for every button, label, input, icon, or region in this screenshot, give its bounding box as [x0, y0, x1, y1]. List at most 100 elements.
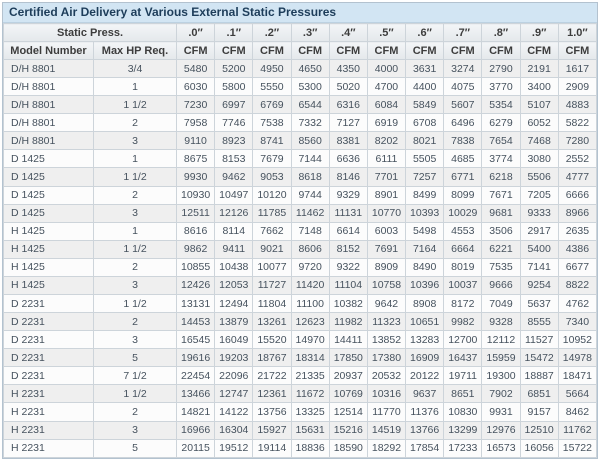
cfm-value-cell: 14821 — [176, 402, 216, 422]
cfm-value-cell: 5505 — [405, 149, 445, 169]
cfm-value-cell: 4700 — [366, 77, 407, 97]
cfm-value-cell: 15631 — [290, 420, 330, 440]
cfm-value-cell: 5020 — [328, 77, 368, 97]
cfm-value-cell: 7144 — [290, 149, 330, 169]
air-delivery-table: Static Press. .0″ .1″ .2″ .3″ .4″ .5″ .6″ .7″ .8… — [2, 23, 598, 459]
pressure-column-header: .8″ — [481, 23, 521, 42]
max-hp-cell: 3 — [92, 330, 178, 350]
cfm-value-cell: 12112 — [481, 330, 521, 350]
cfm-value-cell: 5664 — [557, 384, 598, 404]
model-number-cell: D 1425 — [3, 149, 94, 169]
model-number-cell: H 1425 — [3, 257, 94, 277]
max-hp-cell: 1 — [92, 149, 178, 169]
cfm-value-cell: 14978 — [557, 348, 598, 368]
cfm-value-cell: 6636 — [328, 149, 368, 169]
cfm-value-cell: 15959 — [481, 348, 521, 368]
cfm-value-cell: 11762 — [557, 420, 598, 440]
cfm-value-cell: 13261 — [252, 312, 292, 332]
static-press-header: Static Press. — [2, 23, 178, 42]
cfm-value-cell: 19300 — [481, 366, 521, 386]
cfm-value-cell: 9642 — [366, 294, 407, 314]
cfm-value-cell: 6769 — [252, 95, 292, 115]
cfm-value-cell: 7535 — [481, 257, 521, 277]
cfm-value-cell: 3274 — [443, 58, 483, 79]
cfm-value-cell: 7332 — [290, 113, 330, 133]
cfm-value-cell: 7701 — [366, 167, 407, 187]
pressure-column-header: .7″ — [443, 23, 483, 42]
cfm-value-cell: 6614 — [328, 221, 368, 241]
cfm-value-cell: 7746 — [214, 113, 254, 133]
table-row: D 2231 5 19616 19203 18767 18314 17850 17380 169… — [3, 348, 598, 368]
cfm-value-cell: 19616 — [176, 348, 216, 368]
cfm-value-cell: 7164 — [405, 239, 445, 259]
cfm-value-cell: 5822 — [557, 113, 598, 133]
cfm-value-cell: 16966 — [176, 420, 216, 440]
cfm-value-cell: 5107 — [519, 95, 559, 115]
cfm-value-cell: 9681 — [481, 203, 521, 223]
cfm-value-cell: 11770 — [366, 402, 407, 422]
pressure-column-header: .1″ — [214, 23, 254, 42]
cfm-value-cell: 5550 — [252, 77, 292, 97]
cfm-value-cell: 7230 — [176, 95, 216, 115]
cfm-value-cell: 16049 — [214, 330, 254, 350]
cfm-value-cell: 8909 — [366, 257, 407, 277]
cfm-value-cell: 8172 — [443, 294, 483, 314]
cfm-value-cell: 19114 — [252, 438, 292, 459]
cfm-value-cell: 9021 — [252, 239, 292, 259]
cfm-value-cell: 12426 — [176, 275, 216, 296]
cfm-value-cell: 10830 — [443, 402, 483, 422]
cfm-value-cell: 16056 — [519, 438, 559, 459]
table-row: D 2231 7 1/2 22454 22096 21722 21335 20937 2053… — [3, 366, 598, 386]
cfm-value-cell: 13299 — [443, 420, 483, 440]
cfm-value-cell: 17380 — [366, 348, 407, 368]
table-row: D 1425 1 1/2 9930 9462 9053 8618 8146 7701 7257 6… — [3, 167, 598, 187]
model-number-cell: D 1425 — [3, 203, 94, 223]
cfm-value-cell: 16545 — [176, 330, 216, 350]
table-row: H 1425 1 1/2 9862 9411 9021 8606 8152 7691 7164 6… — [3, 239, 598, 259]
cfm-value-cell: 10077 — [252, 257, 292, 277]
cfm-value-cell: 20122 — [405, 366, 445, 386]
cfm-value-cell: 11131 — [328, 203, 368, 223]
model-number-cell: D/H 8801 — [3, 77, 94, 97]
cfm-value-cell: 10651 — [405, 312, 445, 332]
cfm-value-cell: 12747 — [214, 384, 254, 404]
cfm-value-cell: 11727 — [252, 275, 292, 296]
cfm-value-cell: 9637 — [405, 384, 445, 404]
cfm-value-cell: 3774 — [481, 149, 521, 169]
max-hp-cell: 7 1/2 — [92, 366, 178, 386]
cfm-value-cell: 14122 — [214, 402, 254, 422]
panel-title: Certified Air Delivery at Various Extern… — [3, 3, 597, 23]
cfm-value-cell: 9720 — [290, 257, 330, 277]
cfm-value-cell: 8490 — [405, 257, 445, 277]
cfm-value-cell: 9862 — [176, 239, 216, 259]
pressure-column-header: .5″ — [366, 23, 407, 42]
cfm-value-cell: 13131 — [176, 294, 216, 314]
cfm-value-cell: 6677 — [557, 257, 598, 277]
cfm-value-cell: 4350 — [328, 58, 368, 79]
cfm-unit-header: CFM — [557, 41, 598, 60]
table-row: D/H 8801 3/4 5480 5200 4950 4650 4350 4000 3631 3… — [3, 58, 598, 79]
cfm-value-cell: 10930 — [176, 185, 216, 205]
model-number-cell: D/H 8801 — [3, 113, 94, 133]
cfm-value-cell: 8462 — [557, 402, 598, 422]
cfm-value-cell: 11376 — [405, 402, 445, 422]
cfm-value-cell: 10497 — [214, 185, 254, 205]
cfm-value-cell: 8146 — [328, 167, 368, 187]
cfm-value-cell: 8099 — [443, 185, 483, 205]
cfm-value-cell: 10316 — [366, 384, 407, 404]
max-hp-cell: 1 1/2 — [92, 294, 178, 314]
cfm-value-cell: 4075 — [443, 77, 483, 97]
max-hp-cell: 1 — [92, 221, 178, 241]
model-number-cell: D 2231 — [3, 348, 94, 368]
cfm-value-cell: 18887 — [519, 366, 559, 386]
cfm-value-cell: 17233 — [443, 438, 483, 459]
cfm-value-cell: 8560 — [290, 131, 330, 151]
model-number-cell: H 2231 — [3, 420, 94, 440]
cfm-value-cell: 12361 — [252, 384, 292, 404]
max-hp-cell: 3 — [92, 275, 178, 296]
cfm-value-cell: 2917 — [519, 221, 559, 241]
table-row: H 2231 1 1/2 13466 12747 12361 11672 10769 1031… — [3, 384, 598, 404]
cfm-value-cell: 12623 — [290, 312, 330, 332]
column-label-row: Model Number Max HP Req. CFM CFM CFM CFM CFM… — [3, 41, 598, 60]
